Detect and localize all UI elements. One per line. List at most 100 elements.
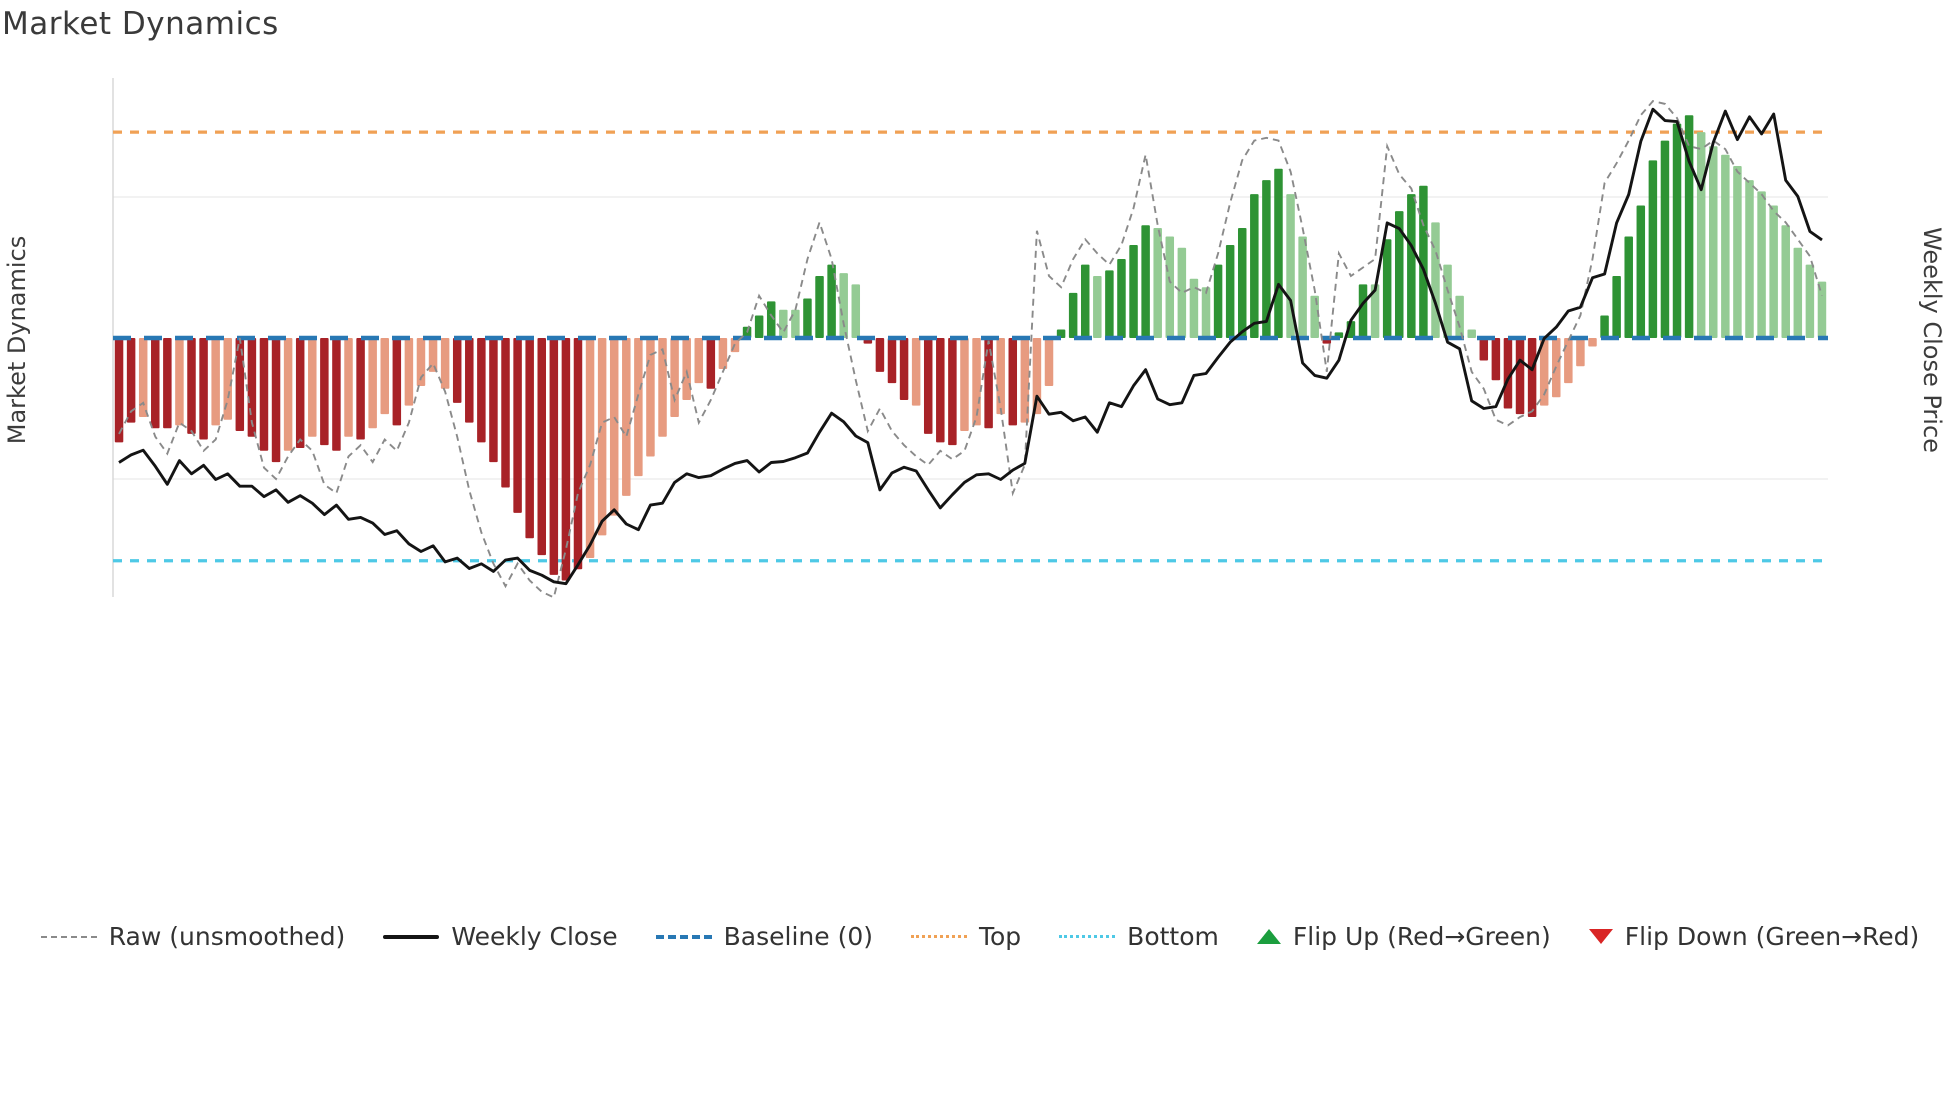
- dynamics-bar: [1201, 287, 1211, 338]
- dynamics-bar: [1479, 338, 1489, 361]
- dynamics-bar: [646, 338, 655, 457]
- dynamics-bar: [1733, 165, 1742, 338]
- dynamics-bar: [561, 338, 571, 581]
- dynamics-bar: [597, 338, 607, 536]
- dynamics-bar: [1503, 338, 1513, 409]
- dynamics-bar: [332, 338, 341, 451]
- dynamics-bar: [1745, 180, 1754, 338]
- dynamics-bar: [151, 338, 160, 429]
- dynamics-bar: [452, 338, 462, 403]
- close-line-swatch-icon: [383, 934, 440, 939]
- dynamics-bar: [1032, 338, 1042, 415]
- bottom-line-swatch-icon: [1059, 935, 1116, 938]
- dynamics-bar: [428, 338, 438, 372]
- dynamics-bar: [1709, 146, 1718, 338]
- dynamics-bar: [308, 338, 317, 437]
- legend-item-top: Top: [910, 922, 1021, 951]
- dynamics-bar: [875, 338, 885, 372]
- dynamics-bar: [766, 301, 776, 338]
- dynamics-bar: [1757, 191, 1766, 338]
- dynamics-bar: [1286, 194, 1295, 338]
- dynamics-bar: [356, 338, 365, 440]
- dynamics-bar: [1298, 236, 1307, 338]
- top-line-swatch-icon: [910, 935, 967, 938]
- dynamics-bar: [682, 338, 691, 401]
- legend-item-flip-down: Flip Down (Green→Red): [1588, 922, 1919, 951]
- dynamics-bar: [1310, 295, 1319, 338]
- dynamics-bar: [658, 338, 667, 437]
- dynamics-bar: [392, 338, 402, 426]
- dynamics-bar: [622, 338, 631, 496]
- dynamics-bar: [1612, 275, 1621, 338]
- dynamics-bar: [609, 338, 619, 516]
- dynamics-bar: [1624, 236, 1633, 338]
- dynamics-bar: [211, 338, 220, 426]
- dynamics-bar: [1141, 225, 1150, 338]
- dynamics-bar: [404, 338, 414, 406]
- dynamics-bar: [984, 338, 993, 429]
- dynamics-bar: [1213, 264, 1223, 338]
- dynamics-bar: [1117, 259, 1126, 338]
- dynamics-bar: [1527, 338, 1537, 417]
- dynamics-bar: [1068, 292, 1078, 338]
- dynamics-bar: [537, 338, 546, 556]
- legend-item-raw: Raw (unsmoothed): [40, 922, 346, 951]
- dynamics-bar: [440, 338, 450, 389]
- dynamics-bar: [1648, 160, 1658, 338]
- dynamics-bar: [235, 338, 245, 432]
- legend-item-bottom: Bottom: [1059, 922, 1219, 951]
- dynamics-bar: [1455, 295, 1464, 338]
- dynamics-bar: [199, 338, 208, 440]
- dynamics-bar: [1262, 180, 1271, 338]
- dynamics-bar: [1044, 338, 1054, 386]
- dynamics-bar: [223, 338, 232, 420]
- dynamics-bar: [923, 338, 933, 434]
- legend: Raw (unsmoothed) Weekly Close Baseline (…: [0, 922, 1960, 951]
- dynamics-bar: [1395, 211, 1404, 338]
- dynamics-bar: [670, 338, 679, 417]
- dynamics-bar: [1189, 278, 1199, 338]
- dynamics-bar: [634, 338, 643, 477]
- dynamics-bar: [899, 338, 909, 401]
- dynamics-bar: [936, 338, 945, 443]
- legend-label: Weekly Close: [451, 922, 618, 951]
- dynamics-bar: [1491, 338, 1501, 381]
- dynamics-bar: [1576, 338, 1585, 367]
- dynamics-bar: [1153, 228, 1162, 338]
- dynamics-bar: [1588, 338, 1597, 347]
- dynamics-bar: [1105, 270, 1114, 338]
- dynamics-bar: [271, 338, 281, 463]
- dynamics-bar: [283, 338, 293, 451]
- legend-item-flip-up: Flip Up (Red→Green): [1256, 922, 1551, 951]
- dynamics-bar: [911, 338, 921, 406]
- raw-line-swatch-icon: [40, 935, 97, 938]
- dynamics-bar: [126, 338, 136, 423]
- dynamics-bar: [1769, 205, 1778, 338]
- dynamics-bar: [525, 338, 534, 539]
- dynamics-bar: [1781, 225, 1790, 338]
- dynamics-bar: [1564, 338, 1573, 384]
- dynamics-bar: [1672, 123, 1682, 339]
- dynamics-bar: [163, 338, 172, 429]
- dynamics-bar: [1419, 185, 1428, 338]
- dynamics-bar: [380, 338, 389, 415]
- dynamics-bar: [573, 338, 583, 570]
- legend-label: Raw (unsmoothed): [108, 922, 346, 951]
- dynamics-bar: [1467, 329, 1476, 338]
- dynamics-bar: [1225, 244, 1235, 338]
- dynamics-bar: [489, 338, 498, 463]
- dynamics-bar: [585, 338, 595, 558]
- dynamics-bar: [1600, 315, 1609, 338]
- dynamics-bar: [1431, 222, 1440, 338]
- dynamics-bar: [827, 264, 836, 338]
- dynamics-bar: [694, 338, 704, 384]
- dynamics-bar: [1805, 264, 1815, 338]
- dynamics-bar: [1129, 244, 1138, 338]
- weekly-close-line: [118, 107, 1823, 586]
- dynamics-bar: [477, 338, 486, 443]
- dynamics-bar: [948, 338, 957, 446]
- raw-series-line: [118, 100, 1823, 599]
- dynamics-bar: [1080, 264, 1090, 338]
